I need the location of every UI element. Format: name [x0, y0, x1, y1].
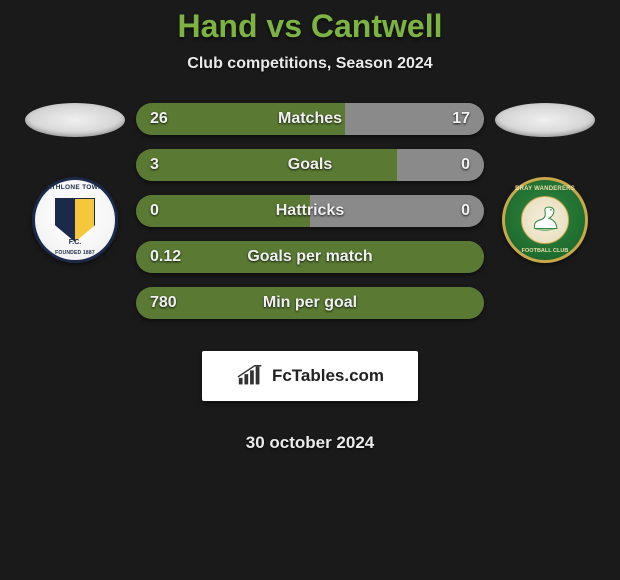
bar-chart-icon [236, 364, 266, 388]
stat-label: Matches [136, 110, 484, 128]
stat-value-right: 0 [461, 202, 470, 220]
left-player-col: FOUNDED 1887 [20, 103, 130, 263]
stat-value-left: 0 [150, 202, 159, 220]
stat-label: Goals [136, 156, 484, 174]
left-club-badge: FOUNDED 1887 [32, 177, 118, 263]
shield-icon [55, 198, 95, 242]
comparison-card: Hand vs Cantwell Club competitions, Seas… [0, 0, 620, 453]
stat-bar: Goals per match0.12 [136, 241, 484, 273]
stat-bar: Min per goal780 [136, 287, 484, 319]
stat-bar: Matches26 17 [136, 103, 484, 135]
founded-text: FOUNDED 1887 [35, 250, 115, 256]
watermark-text: FcTables.com [272, 366, 384, 386]
swan-icon [521, 196, 569, 244]
stat-value-right: 0 [461, 156, 470, 174]
stat-bar: Goals3 0 [136, 149, 484, 181]
stat-value-left: 780 [150, 294, 177, 312]
footer-date: 30 october 2024 [246, 433, 375, 453]
right-club-badge [502, 177, 588, 263]
subtitle: Club competitions, Season 2024 [187, 55, 432, 73]
stat-label: Hattricks [136, 202, 484, 220]
stat-value-right: 17 [452, 110, 470, 128]
stat-value-left: 3 [150, 156, 159, 174]
stats-column: Matches2617Goals30Hattricks00Goals per m… [130, 103, 490, 453]
stat-label: Goals per match [136, 248, 484, 266]
main-row: FOUNDED 1887 Matches2617Goals30Hattricks… [0, 103, 620, 453]
right-player-photo-placeholder [495, 103, 595, 137]
right-player-col [490, 103, 600, 263]
left-player-photo-placeholder [25, 103, 125, 137]
watermark-link[interactable]: FcTables.com [202, 351, 418, 401]
stat-label: Min per goal [136, 294, 484, 312]
stat-value-left: 0.12 [150, 248, 181, 266]
page-title: Hand vs Cantwell [178, 8, 443, 45]
stat-bar: Hattricks0 0 [136, 195, 484, 227]
stat-value-left: 26 [150, 110, 168, 128]
